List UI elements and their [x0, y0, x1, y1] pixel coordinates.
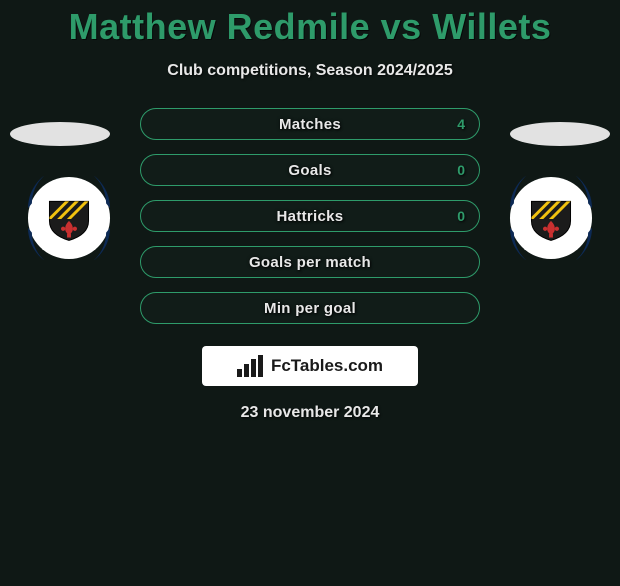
club-badge-right: TAMWORTH FOOTBALL CLUB — [502, 176, 600, 260]
stat-label: Goals — [288, 162, 331, 179]
stat-row: Min per goal — [140, 292, 480, 324]
stats-list: Matches 4 Goals 0 Hattricks 0 Goals per … — [140, 108, 480, 324]
stat-label: Matches — [279, 116, 341, 133]
svg-text:TAMWORTH: TAMWORTH — [46, 186, 92, 195]
stat-label: Min per goal — [264, 300, 356, 317]
player-right-avatar-placeholder — [510, 122, 610, 146]
stat-row: Matches 4 — [140, 108, 480, 140]
subtitle: Club competitions, Season 2024/2025 — [0, 62, 620, 80]
stat-row: Hattricks 0 — [140, 200, 480, 232]
stat-label: Hattricks — [277, 208, 344, 225]
stat-value-right: 4 — [457, 116, 465, 132]
svg-text:TAMWORTH: TAMWORTH — [528, 186, 574, 195]
brand-text: FcTables.com — [271, 356, 383, 376]
comparison-area: TAMWORTH FOOTBALL CLUB TAMWORTH FOOTBALL… — [0, 108, 620, 422]
brand-bars-icon — [237, 355, 265, 377]
player-left-avatar-placeholder — [10, 122, 110, 146]
stat-row: Goals per match — [140, 246, 480, 278]
svg-text:FOOTBALL CLUB: FOOTBALL CLUB — [42, 245, 96, 252]
date-text: 23 november 2024 — [0, 404, 620, 422]
club-badge-left: TAMWORTH FOOTBALL CLUB — [20, 176, 118, 260]
stat-value-right: 0 — [457, 208, 465, 224]
page-title: Matthew Redmile vs Willets — [0, 6, 620, 48]
svg-text:FOOTBALL CLUB: FOOTBALL CLUB — [524, 245, 578, 252]
brand-watermark: FcTables.com — [202, 346, 418, 386]
stat-row: Goals 0 — [140, 154, 480, 186]
stat-value-right: 0 — [457, 162, 465, 178]
stat-label: Goals per match — [249, 254, 371, 271]
